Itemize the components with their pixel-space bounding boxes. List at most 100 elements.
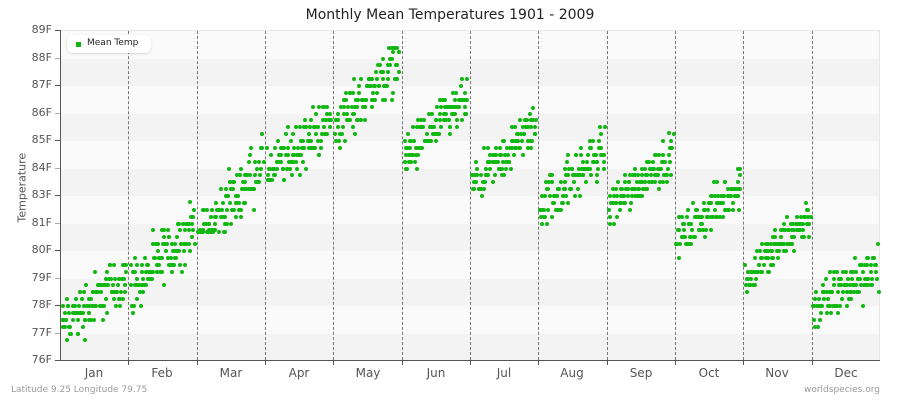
data-point [543,214,548,219]
data-point [566,152,571,157]
data-point [585,152,590,157]
data-point [105,269,110,274]
data-point [639,180,644,185]
data-point [419,118,424,123]
data-point [482,180,487,185]
data-point [110,283,115,288]
data-point [313,125,318,130]
data-point [228,187,233,192]
data-point [342,111,347,116]
data-point [718,200,723,205]
data-point [68,331,73,336]
data-point [65,304,70,308]
data-point [545,187,550,192]
data-point [796,221,801,226]
data-point [499,152,504,157]
data-point [611,187,616,192]
data-point [865,255,870,260]
data-point [487,152,492,157]
data-point [543,180,548,185]
data-point [328,125,333,130]
data-point [669,139,674,143]
data-point [327,118,332,123]
data-point [306,145,311,150]
data-point [363,104,368,109]
data-point [507,159,512,164]
data-point [681,235,686,240]
data-point [226,194,231,198]
data-point [145,276,150,281]
data-point [207,221,212,226]
data-point [182,228,187,233]
data-point [278,159,283,164]
data-point [383,97,388,102]
data-point [485,145,490,150]
y-tick-label: 87F [31,78,52,91]
data-point [649,180,654,185]
data-point [366,84,371,88]
data-point [327,111,332,116]
data-point [479,173,484,178]
data-point [602,152,607,157]
data-point [238,166,243,171]
data-point [236,194,241,198]
data-point [643,187,648,192]
data-point [812,304,817,308]
data-point [547,194,552,198]
data-point [348,118,353,123]
data-point [526,125,531,130]
legend-swatch-icon [76,42,81,47]
data-point [611,200,616,205]
data-point [500,166,505,171]
data-point [227,180,232,185]
x-tick [197,360,198,365]
data-point [626,194,631,198]
data-point [105,310,110,315]
data-point [689,235,694,240]
data-point [309,118,314,123]
data-point [835,310,840,315]
data-point [666,166,671,171]
data-point [259,132,264,137]
data-point [581,159,586,164]
data-point [339,104,344,109]
data-point [637,180,642,185]
data-point [829,310,834,315]
data-point [801,228,806,233]
data-point [345,104,350,109]
y-tick-label: 81F [31,215,52,229]
data-point [773,235,778,240]
data-point [276,139,281,143]
data-point [223,187,228,192]
data-point [322,125,327,130]
data-point [268,166,273,171]
data-point [509,166,514,171]
data-point [284,132,289,137]
y-tick [55,140,60,141]
legend[interactable]: Mean Temp [67,35,151,53]
month-divider [265,31,266,360]
data-point [436,132,441,137]
data-point [868,269,873,274]
data-point [836,276,841,281]
data-point [712,194,717,198]
data-point [239,207,244,212]
data-point [93,304,98,308]
data-point [855,276,860,281]
data-point [222,221,227,226]
data-point [316,139,321,143]
x-tick-label: Mar [219,366,243,380]
data-point [152,255,157,260]
data-point [641,187,646,192]
data-point [178,228,183,233]
data-point [371,90,376,95]
data-point [688,221,693,226]
data-point [518,145,523,150]
data-point [784,249,789,253]
grid-band [60,333,879,361]
data-point [416,118,421,123]
data-point [93,269,98,274]
data-point [597,139,602,143]
data-point [403,145,408,150]
data-point [335,118,340,123]
